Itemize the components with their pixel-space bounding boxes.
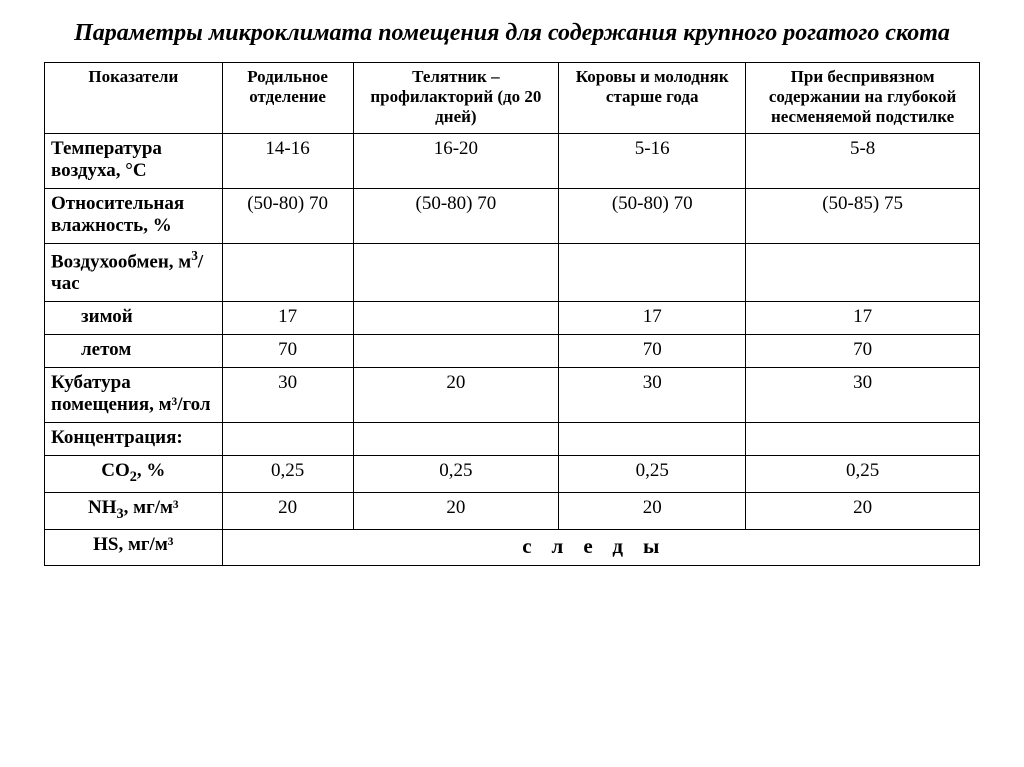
cell-param-sub: летом: [45, 335, 223, 368]
cell-value: 16-20: [353, 134, 559, 189]
cell-param-sub: NH3, мг/м³: [45, 493, 223, 530]
cell-value: 5-8: [746, 134, 980, 189]
cell-value: 70: [559, 335, 746, 368]
header-col3: Коровы и молодняк старше года: [559, 63, 746, 134]
table-header-row: Показатели Родильное отделение Телятник …: [45, 63, 980, 134]
cell-value: 30: [559, 368, 746, 423]
cell-value: 70: [746, 335, 980, 368]
cell-value: 14-16: [222, 134, 353, 189]
cell-value: [222, 423, 353, 456]
cell-value: 17: [559, 302, 746, 335]
page-title: Параметры микроклимата помещения для сод…: [44, 18, 980, 48]
cell-param-sub: зимой: [45, 302, 223, 335]
cell-value: 0,25: [559, 456, 746, 493]
cell-value: 17: [746, 302, 980, 335]
microclimate-table: Показатели Родильное отделение Телятник …: [44, 62, 980, 566]
table-row: Относительная влажность, % (50-80) 70 (5…: [45, 189, 980, 244]
cell-value: 5-16: [559, 134, 746, 189]
cell-value: 20: [222, 493, 353, 530]
cell-value: 20: [353, 493, 559, 530]
cell-param-sub: CO2, %: [45, 456, 223, 493]
cell-value: [353, 335, 559, 368]
cell-value: 20: [559, 493, 746, 530]
cell-value: 20: [746, 493, 980, 530]
table-row: HS, мг/м³ следы: [45, 529, 980, 565]
cell-param: Воздухообмен, м3/ час: [45, 244, 223, 302]
cell-value: [353, 423, 559, 456]
table-row: Кубатура помещения, м³/гол 30 20 30 30: [45, 368, 980, 423]
table-row: зимой 17 17 17: [45, 302, 980, 335]
cell-param-sub: HS, мг/м³: [45, 529, 223, 565]
table-row: летом 70 70 70: [45, 335, 980, 368]
table-row: NH3, мг/м³ 20 20 20 20: [45, 493, 980, 530]
cell-value: (50-80) 70: [222, 189, 353, 244]
table-row: Воздухообмен, м3/ час: [45, 244, 980, 302]
cell-value: [353, 302, 559, 335]
table-row: CO2, % 0,25 0,25 0,25 0,25: [45, 456, 980, 493]
cell-value: 17: [222, 302, 353, 335]
cell-value: 0,25: [353, 456, 559, 493]
table-row: Температура воздуха, °С 14-16 16-20 5-16…: [45, 134, 980, 189]
cell-param: Относительная влажность, %: [45, 189, 223, 244]
header-col2: Телятник – профилакторий (до 20 дней): [353, 63, 559, 134]
cell-param: Кубатура помещения, м³/гол: [45, 368, 223, 423]
cell-value: (50-80) 70: [353, 189, 559, 244]
cell-value: [222, 244, 353, 302]
cell-value: [559, 423, 746, 456]
header-col1: Родильное отделение: [222, 63, 353, 134]
cell-value: 70: [222, 335, 353, 368]
cell-span: следы: [222, 529, 979, 565]
cell-value: [559, 244, 746, 302]
cell-value: (50-80) 70: [559, 189, 746, 244]
cell-value: (50-85) 75: [746, 189, 980, 244]
header-col4: При беспривязном содержании на глубокой …: [746, 63, 980, 134]
table-row: Концентрация:: [45, 423, 980, 456]
cell-value: [746, 244, 980, 302]
header-param: Показатели: [45, 63, 223, 134]
cell-value: 0,25: [746, 456, 980, 493]
cell-param: Температура воздуха, °С: [45, 134, 223, 189]
cell-value: 20: [353, 368, 559, 423]
cell-value: [746, 423, 980, 456]
cell-value: 30: [746, 368, 980, 423]
cell-value: 0,25: [222, 456, 353, 493]
cell-param: Концентрация:: [45, 423, 223, 456]
cell-value: [353, 244, 559, 302]
cell-value: 30: [222, 368, 353, 423]
